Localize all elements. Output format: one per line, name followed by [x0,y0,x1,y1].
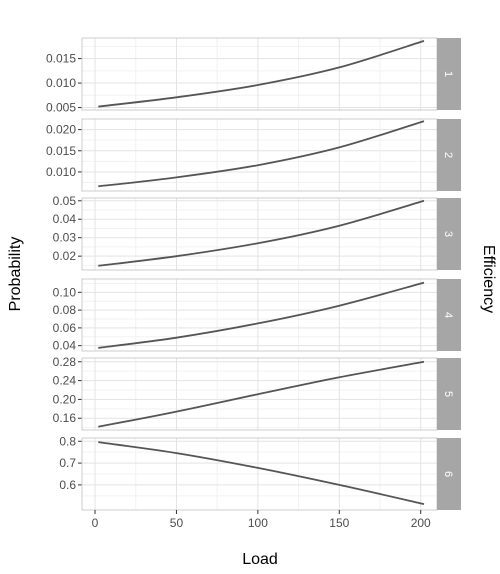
y-tick-label: 0.8 [59,434,76,448]
facet-strip [437,38,461,110]
panel-background [82,119,437,191]
facet-strip-label: 1 [442,71,454,77]
panel-1: 0.005 0.010 0.015 1 [46,37,461,115]
y-tick-label: 0.16 [53,411,77,425]
panel-background [82,38,437,110]
series-line-panel-3 [98,199,425,267]
y-tick-label: 0.6 [59,478,76,492]
x-tick-label: 0 [92,516,99,530]
y-tick-label: 0.015 [46,52,76,66]
y-tick-label: 0.10 [53,285,77,299]
y-tick-label: 0.010 [46,165,76,179]
panel-5: 0.16 0.20 0.24 0.28 5 [53,355,461,431]
panel-background [82,279,437,351]
facet-strip [437,358,461,430]
y-tick-label: 0.015 [46,144,76,158]
facet-strip [437,279,461,351]
y-tick-label: 0.24 [53,374,77,388]
panel-3: 0.02 0.03 0.04 0.05 3 [53,194,461,271]
y-tick-label: 0.06 [53,321,77,335]
facet-strip-label: 6 [442,471,454,477]
x-axis: 0 50 100 150 200 [92,510,431,530]
facet-strip-label: 4 [442,312,454,318]
panel-4: 0.04 0.06 0.08 0.10 4 [53,278,461,353]
series-line-panel-2 [98,120,425,188]
y-tick-label: 0.05 [53,194,77,208]
x-tick-label: 150 [329,516,349,530]
series-line-panel-1 [98,40,425,108]
y-tick-label: 0.08 [53,303,77,317]
panels-layer: 0.005 0.010 0.015 1 0.010 0.015 0.020 2 0.02 0.03… [46,37,461,511]
y-tick-label: 0.7 [59,456,76,470]
facet-strip-label: 3 [442,231,454,237]
y-tick-label: 0.02 [53,249,77,263]
x-axis-title: Load [242,551,278,568]
y-tick-label: 0.005 [46,101,76,115]
x-tick-label: 50 [170,516,184,530]
facet-strip [437,198,461,270]
y-tick-label: 0.20 [53,392,77,406]
y-tick-label: 0.28 [53,355,77,369]
panel-6: 0.6 0.7 0.8 6 [59,434,461,511]
facet-strip [437,119,461,191]
x-tick-label: 200 [411,516,431,530]
facet-strip [437,438,461,510]
series-line-panel-5 [98,360,425,428]
y-axis-title: Probability [7,237,24,312]
series-line-panel-6 [98,441,425,505]
y-tick-label: 0.020 [46,123,76,137]
right-axis-title: Efficiency [480,245,497,313]
y-tick-label: 0.010 [46,76,76,90]
y-tick-label: 0.03 [53,231,77,245]
facet-strip-label: 5 [442,391,454,397]
x-tick-label: 100 [248,516,268,530]
y-tick-label: 0.04 [53,339,77,353]
series-line-panel-4 [98,281,425,349]
facet-strip-label: 2 [442,152,454,158]
y-tick-label: 0.04 [53,212,77,226]
panel-2: 0.010 0.015 0.020 2 [46,118,461,192]
